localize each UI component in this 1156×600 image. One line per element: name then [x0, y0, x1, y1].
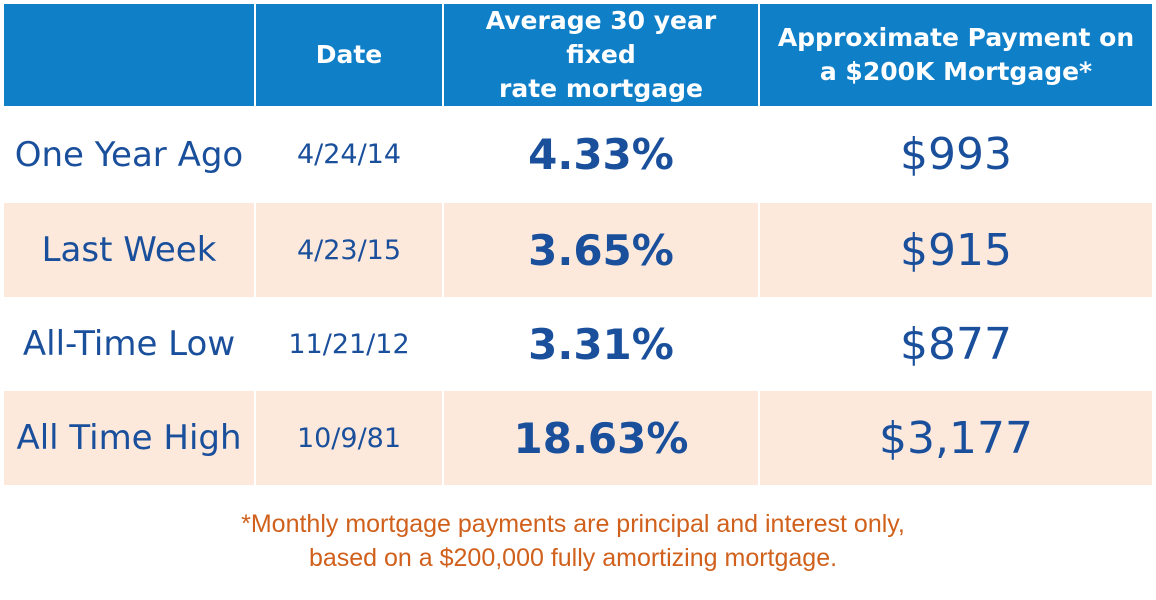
header-rate-line1: Average 30 year fixed — [485, 6, 717, 69]
table-row: All-Time Low 11/21/12 3.31% $877 — [4, 297, 1152, 391]
row-label: All Time High — [4, 391, 255, 485]
row-rate: 4.33% — [442, 106, 759, 203]
row-date: 4/23/15 — [254, 203, 443, 297]
header-payment: Approximate Payment on a $200K Mortgage* — [758, 4, 1152, 106]
header-date: Date — [254, 4, 443, 106]
row-payment: $877 — [758, 297, 1152, 391]
row-payment: $3,177 — [758, 391, 1152, 485]
footnote-line1: *Monthly mortgage payments are principal… — [241, 510, 905, 538]
table-row: One Year Ago 4/24/14 4.33% $993 — [4, 106, 1152, 203]
row-date: 11/21/12 — [254, 297, 443, 391]
table-header-row: Date Average 30 year fixed rate mortgage… — [4, 4, 1152, 106]
row-rate: 3.31% — [442, 297, 759, 391]
row-date: 10/9/81 — [254, 391, 443, 485]
header-rate-line2: rate mortgage — [499, 74, 703, 103]
row-payment: $915 — [758, 203, 1152, 297]
footnote: *Monthly mortgage payments are principal… — [0, 507, 1146, 575]
header-empty-cell — [4, 4, 255, 106]
row-label: Last Week — [4, 203, 255, 297]
mortgage-rate-table: Date Average 30 year fixed rate mortgage… — [4, 4, 1152, 485]
row-rate: 3.65% — [442, 203, 759, 297]
header-payment-line1: Approximate Payment on — [777, 23, 1135, 52]
row-date: 4/24/14 — [254, 106, 443, 203]
header-rate: Average 30 year fixed rate mortgage — [442, 4, 759, 106]
table-row: Last Week 4/23/15 3.65% $915 — [4, 203, 1152, 297]
row-rate: 18.63% — [442, 391, 759, 485]
footnote-line2: based on a $200,000 fully amortizing mor… — [308, 544, 838, 572]
header-payment-line2: a $200K Mortgage* — [819, 57, 1093, 86]
row-label: All-Time Low — [22, 324, 236, 364]
row-payment: $993 — [758, 106, 1152, 203]
mortgage-rate-table-frame: Date Average 30 year fixed rate mortgage… — [4, 4, 1152, 485]
table-row: All Time High 10/9/81 18.63% $3,177 — [4, 391, 1152, 485]
row-label: One Year Ago — [14, 134, 244, 175]
